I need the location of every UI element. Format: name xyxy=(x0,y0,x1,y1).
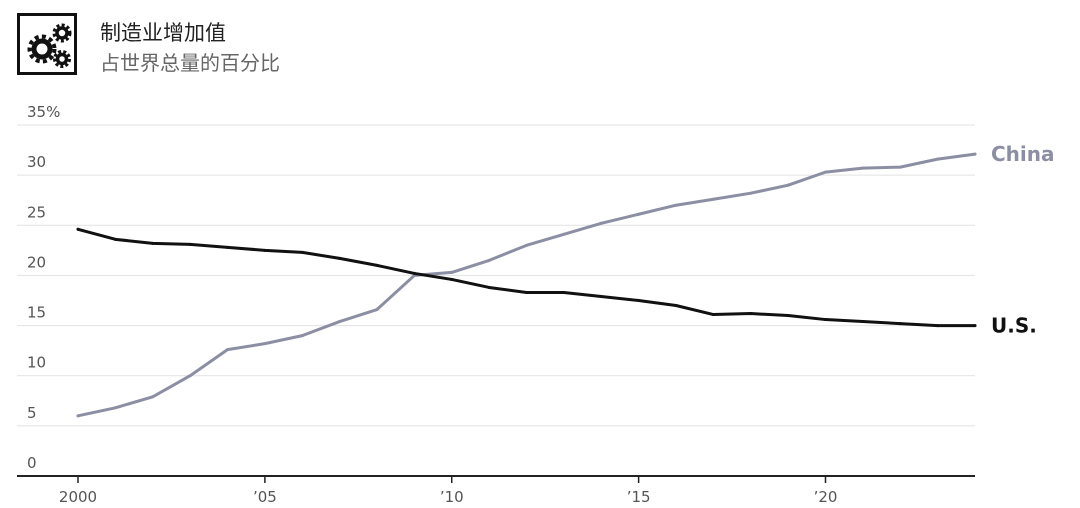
data-point-us xyxy=(188,242,192,246)
data-point-us xyxy=(226,245,229,249)
data-point-china xyxy=(375,308,379,312)
small-gear-top-icon xyxy=(52,23,72,43)
gears-icon xyxy=(17,13,77,75)
data-point-us xyxy=(113,237,117,241)
data-point-us xyxy=(824,318,827,322)
data-point-china xyxy=(188,374,192,378)
data-point-us xyxy=(637,299,641,302)
y-tick-label: 0 xyxy=(27,454,37,472)
data-point-us xyxy=(487,285,491,289)
data-point-us xyxy=(599,294,603,298)
data-point-china xyxy=(562,232,566,236)
data-point-china xyxy=(76,414,80,418)
data-point-china xyxy=(525,243,528,247)
data-point-china xyxy=(861,166,865,170)
x-tick-label: ’20 xyxy=(814,488,838,506)
large-gear-icon xyxy=(27,34,57,64)
data-point-us xyxy=(973,324,977,328)
data-point-china xyxy=(226,348,229,352)
series-label-china: China xyxy=(991,142,1055,166)
data-point-us xyxy=(338,256,342,260)
series-lines xyxy=(76,152,977,418)
data-point-us xyxy=(861,320,865,324)
data-point-us xyxy=(76,227,80,231)
data-point-china xyxy=(300,334,304,338)
y-tick-label: 25 xyxy=(27,203,46,221)
series-line-us xyxy=(76,227,977,328)
data-point-us xyxy=(711,313,715,317)
data-point-china xyxy=(749,191,753,195)
data-point-china xyxy=(973,152,977,156)
y-tick-label: 10 xyxy=(27,354,46,372)
data-point-us xyxy=(151,241,155,245)
data-point-china xyxy=(599,221,603,225)
data-point-us xyxy=(936,324,940,328)
data-point-us xyxy=(786,314,790,318)
data-point-us xyxy=(898,322,902,326)
data-point-china xyxy=(674,203,678,207)
y-tick-label: 15 xyxy=(27,304,46,322)
chart-title: 制造业增加值 xyxy=(100,21,226,45)
y-tick-label: 35% xyxy=(27,103,60,121)
data-point-china xyxy=(338,320,342,324)
x-axis-ticks: 2000 ’05 ’10 ’15 ’20 xyxy=(59,476,838,506)
data-point-us xyxy=(562,290,566,294)
y-axis-ticks: 35% 30 25 20 15 10 5 0 xyxy=(27,103,60,472)
data-point-us xyxy=(674,304,678,308)
data-point-china xyxy=(450,270,454,274)
x-tick-label: ’10 xyxy=(440,488,464,506)
small-gear-bottom-icon xyxy=(53,50,71,68)
y-tick-label: 30 xyxy=(27,153,46,171)
y-tick-label: 5 xyxy=(27,404,37,422)
data-point-us xyxy=(450,277,454,281)
data-point-us xyxy=(749,312,753,316)
data-point-us xyxy=(263,248,267,252)
data-point-us xyxy=(412,271,416,275)
data-point-china xyxy=(487,258,491,262)
data-point-china xyxy=(711,197,715,201)
data-point-china xyxy=(151,395,155,399)
x-tick-label: ’05 xyxy=(253,488,277,506)
x-tick-label: 2000 xyxy=(59,488,97,506)
grid-lines xyxy=(17,124,975,477)
data-point-us xyxy=(525,290,528,294)
data-point-china xyxy=(786,183,790,187)
data-point-china xyxy=(113,406,117,410)
series-labels: China U.S. xyxy=(991,142,1055,337)
data-point-us xyxy=(375,263,379,267)
data-point-us xyxy=(300,250,304,254)
x-tick-label: ’15 xyxy=(627,488,651,506)
chart-subtitle: 占世界总量的百分比 xyxy=(100,51,280,75)
y-tick-label: 20 xyxy=(27,253,46,271)
data-point-china xyxy=(936,157,940,161)
series-label-us: U.S. xyxy=(991,314,1037,338)
data-point-china xyxy=(824,170,827,174)
data-point-china xyxy=(637,212,641,216)
series-line-china xyxy=(76,152,977,418)
data-point-china xyxy=(898,165,902,169)
data-point-china xyxy=(263,342,267,346)
